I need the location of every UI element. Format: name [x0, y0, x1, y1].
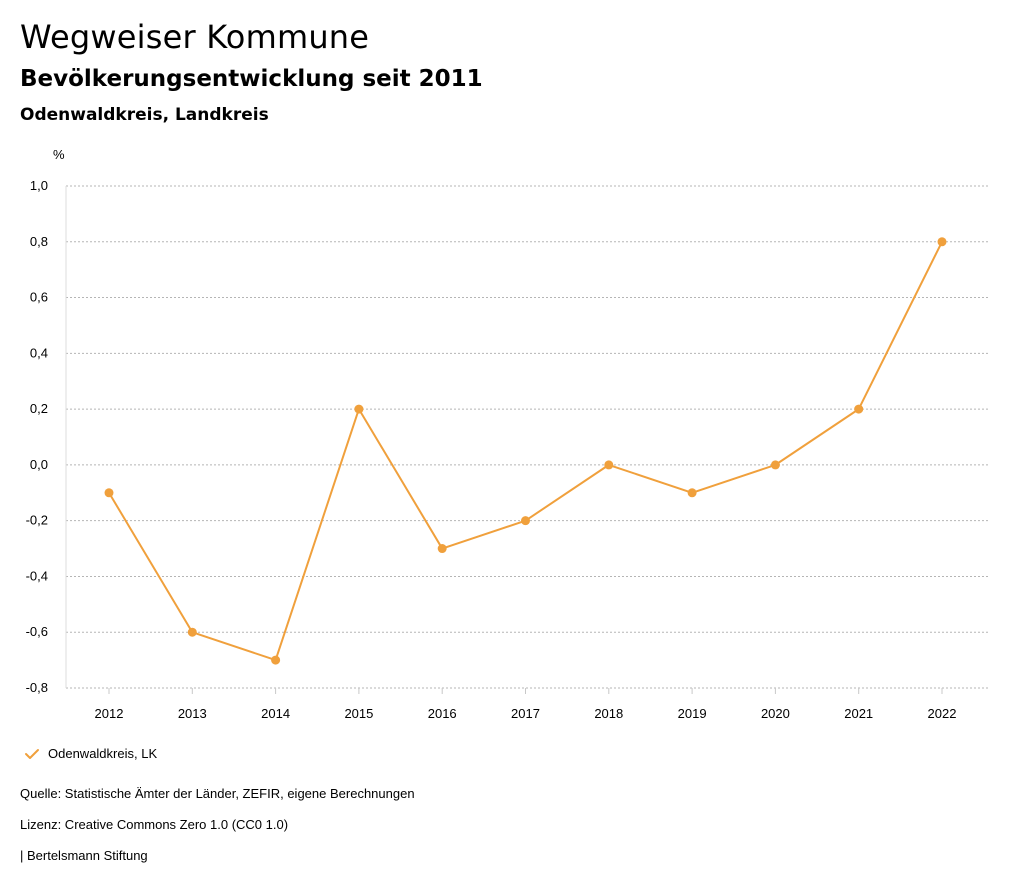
y-tick-label: -0,8: [26, 680, 48, 695]
data-point[interactable]: [104, 488, 114, 498]
data-point[interactable]: [854, 404, 864, 414]
data-point[interactable]: [770, 460, 780, 470]
x-tick-label: 2016: [428, 706, 457, 721]
y-axis-unit: %: [53, 147, 65, 162]
x-tick-label: 2013: [178, 706, 207, 721]
y-tick-label: -0,4: [26, 568, 48, 583]
brand-note: | Bertelsmann Stiftung: [20, 848, 148, 863]
data-point[interactable]: [354, 404, 364, 414]
y-tick-label: -0,6: [26, 624, 48, 639]
grid-layer: [66, 185, 990, 689]
data-point[interactable]: [937, 237, 947, 247]
source-note: Quelle: Statistische Ämter der Länder, Z…: [20, 786, 415, 801]
y-tick-label: 1,0: [30, 178, 48, 193]
line-chart: % 1,0 0,8 0,6 0,4 0,2 0,0 -0,2 -0,4 -0,6 -0,8 2012 2…: [26, 147, 990, 721]
legend-label: Odenwaldkreis, LK: [48, 746, 158, 761]
legend[interactable]: Odenwaldkreis, LK: [24, 746, 157, 761]
data-point[interactable]: [271, 655, 281, 665]
data-point[interactable]: [604, 460, 614, 470]
data-point[interactable]: [687, 488, 697, 498]
x-tick-label: 2015: [344, 706, 373, 721]
y-tick-label: 0,6: [30, 290, 48, 305]
data-point[interactable]: [521, 516, 530, 526]
license-note: Lizenz: Creative Commons Zero 1.0 (CC0 1…: [20, 817, 289, 832]
x-tick-label: 2020: [761, 706, 790, 721]
y-tick-label: -0,2: [26, 513, 48, 528]
x-tick-label: 2019: [678, 706, 707, 721]
x-tick-label: 2022: [928, 706, 957, 721]
y-tick-label: 0,0: [30, 457, 48, 472]
page-title: Wegweiser Kommune: [20, 18, 370, 56]
series-line: [108, 241, 943, 662]
x-tick-label: 2012: [95, 706, 124, 721]
chart-subtitle: Bevölkerungsentwicklung seit 2011: [20, 66, 483, 92]
series-layer: [104, 237, 947, 665]
axis-layer: % 1,0 0,8 0,6 0,4 0,2 0,0 -0,2 -0,4 -0,6 -0,8 2012 2…: [26, 147, 957, 721]
x-tick-label: 2021: [844, 706, 873, 721]
data-point[interactable]: [437, 544, 447, 554]
region-label: Odenwaldkreis, Landkreis: [20, 105, 269, 125]
data-point[interactable]: [187, 627, 197, 637]
x-tick-label: 2014: [261, 706, 290, 721]
check-icon: [25, 748, 39, 759]
y-tick-label: 0,8: [30, 234, 48, 249]
y-tick-label: 0,2: [30, 401, 48, 416]
y-tick-label: 0,4: [30, 345, 48, 360]
x-tick-label: 2018: [594, 706, 623, 721]
x-tick-label: 2017: [511, 706, 540, 721]
